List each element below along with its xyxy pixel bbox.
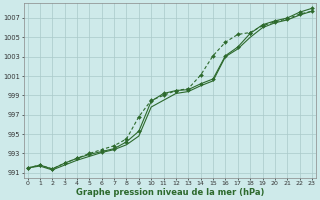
X-axis label: Graphe pression niveau de la mer (hPa): Graphe pression niveau de la mer (hPa) [76, 188, 264, 197]
